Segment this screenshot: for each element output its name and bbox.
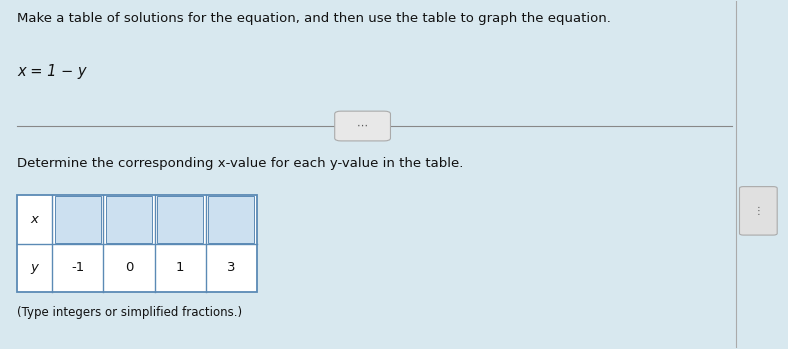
FancyBboxPatch shape [739,187,777,235]
Text: x = 1 − y: x = 1 − y [17,64,87,79]
Text: 3: 3 [227,261,236,274]
Text: x: x [31,213,39,226]
FancyBboxPatch shape [157,196,203,243]
FancyBboxPatch shape [17,195,257,292]
FancyBboxPatch shape [106,196,152,243]
FancyBboxPatch shape [335,111,391,141]
FancyBboxPatch shape [208,196,255,243]
Text: -1: -1 [72,261,84,274]
Text: Make a table of solutions for the equation, and then use the table to graph the : Make a table of solutions for the equati… [17,12,611,25]
FancyBboxPatch shape [55,196,101,243]
Text: 0: 0 [125,261,133,274]
Text: ⋯: ⋯ [357,121,368,131]
Text: (Type integers or simplified fractions.): (Type integers or simplified fractions.) [17,306,242,319]
Text: y: y [31,261,39,274]
Text: 1: 1 [176,261,184,274]
Text: Determine the corresponding x-value for each y-value in the table.: Determine the corresponding x-value for … [17,157,463,170]
Text: ⋮: ⋮ [753,206,764,216]
